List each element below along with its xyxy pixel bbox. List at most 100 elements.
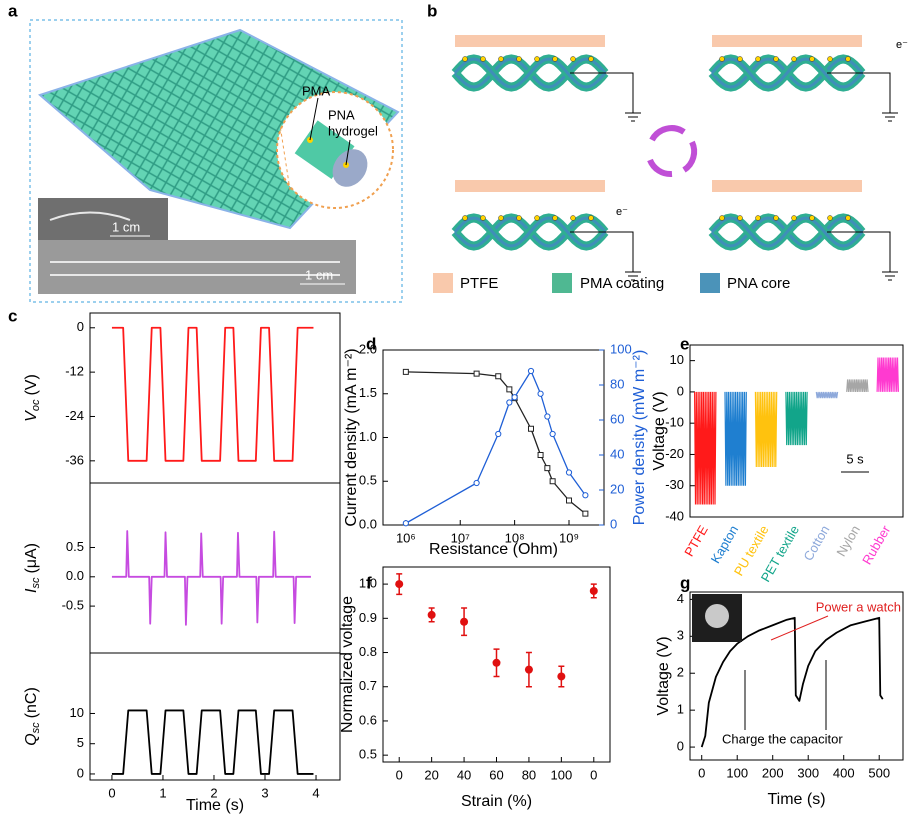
- charge: [462, 215, 468, 221]
- y-tick-label: -10: [665, 415, 684, 430]
- y-tick-label: 5: [77, 735, 84, 750]
- voltage-trace: [846, 379, 869, 392]
- ptfe-layer: [455, 35, 605, 47]
- x-tick-label: 4: [312, 785, 319, 800]
- data-point: [395, 580, 404, 589]
- y-tick-label: 1.0: [359, 576, 377, 591]
- photo-stretched: [38, 240, 356, 294]
- marker: [495, 373, 502, 380]
- legend-label: PTFE: [460, 275, 498, 292]
- legend-label: PNA core: [727, 275, 790, 292]
- ground-wire: [570, 231, 641, 281]
- marker: [495, 430, 502, 438]
- marker: [549, 478, 556, 485]
- panel-letter: d: [366, 334, 376, 353]
- x-tick-label: 60: [489, 767, 503, 782]
- marker: [506, 399, 513, 406]
- axis-unit: (nC): [23, 687, 40, 718]
- x-tick-label: Kapton: [708, 523, 742, 566]
- annotation: Charge the capacitor: [722, 731, 843, 746]
- fiber-core: [453, 216, 607, 248]
- charge: [570, 215, 576, 221]
- voltage-trace: [754, 391, 778, 468]
- x-tick-label: 200: [762, 765, 784, 780]
- panel-letter: e: [680, 334, 689, 353]
- pna-label: PNA: [328, 107, 355, 122]
- charge: [809, 215, 815, 221]
- ptfe-layer: [455, 180, 605, 192]
- panel-letter: g: [680, 573, 690, 592]
- y-tick-label: 0: [677, 383, 684, 398]
- marker: [527, 425, 534, 432]
- fiber-core: [710, 57, 864, 89]
- charge: [498, 215, 504, 221]
- y-tick-label: 0: [677, 739, 684, 754]
- pna-label: hydrogel: [328, 123, 378, 138]
- x-tick-label: 0: [590, 767, 597, 782]
- axis-symbol: Q: [23, 733, 40, 745]
- charge: [498, 56, 504, 62]
- plot-frame: [89, 652, 341, 781]
- panel-a-frame: [29, 19, 403, 303]
- pointer: [345, 139, 351, 166]
- annotation: Power a watch: [816, 599, 901, 614]
- y-tick-label: 10: [670, 352, 684, 367]
- axis-unit: (μA): [23, 543, 40, 574]
- x-tick-label: 10⁸: [505, 530, 525, 545]
- axis-label: Normalized voltage: [339, 596, 356, 733]
- inset-leader: [279, 124, 291, 191]
- y-tick-label: 0.5: [359, 473, 377, 488]
- axis-label: Time (s): [186, 797, 244, 814]
- x-tick-label: 80: [522, 767, 536, 782]
- y2-tick-label: 60: [610, 411, 624, 426]
- charge: [552, 215, 558, 221]
- axis-label: Power density (mW m⁻²): [631, 350, 648, 526]
- x-tick-label: 100: [551, 767, 573, 782]
- charge: [827, 215, 833, 221]
- pointer: [309, 97, 319, 141]
- axis-label: Time (s): [767, 791, 825, 808]
- y-tick-label: -0.5: [62, 598, 84, 613]
- voltage-trace: [724, 391, 747, 486]
- charge: [737, 56, 743, 62]
- axis-label: Isc (μA): [23, 543, 42, 593]
- marker: [544, 465, 551, 472]
- marker: [566, 497, 573, 504]
- axis-subscript: sc: [30, 722, 42, 734]
- x-tick-label: 10⁹: [559, 530, 579, 545]
- y2-tick-label: 100: [610, 341, 632, 356]
- y-tick-label: 0.0: [359, 516, 377, 531]
- marker: [473, 370, 480, 377]
- charge: [534, 56, 540, 62]
- y2-tick-label: 20: [610, 481, 624, 496]
- y-tick-label: 2: [677, 665, 684, 680]
- axis-label: Voc (V): [23, 374, 42, 422]
- data-line: [405, 371, 586, 515]
- data-line: [111, 530, 311, 626]
- x-tick-label: Rubber: [859, 522, 894, 567]
- x-tick-label: 1: [159, 785, 166, 800]
- x-tick-label: 20: [424, 767, 438, 782]
- data-point: [524, 665, 533, 674]
- electron-label: e⁻: [896, 39, 908, 51]
- charge: [755, 56, 761, 62]
- axis-label: Voltage (V): [655, 636, 672, 715]
- panel-letter: b: [427, 1, 437, 20]
- y-tick-label: 0.0: [66, 568, 84, 583]
- plot-frame: [689, 344, 904, 518]
- data-point: [427, 610, 436, 619]
- legend-swatch: [700, 273, 720, 293]
- charge: [791, 56, 797, 62]
- ptfe-layer: [712, 35, 862, 47]
- axis-label: Strain (%): [461, 793, 532, 810]
- fiber-core: [453, 57, 607, 89]
- charge: [773, 56, 779, 62]
- voltage-trace: [815, 391, 839, 399]
- x-tick-label: 40: [457, 767, 471, 782]
- charge: [588, 215, 594, 221]
- y-tick-label: 1: [677, 702, 684, 717]
- ground-wire: [827, 231, 898, 281]
- y-tick-label: 2.0: [359, 341, 377, 356]
- y2-tick-label: 80: [610, 376, 624, 391]
